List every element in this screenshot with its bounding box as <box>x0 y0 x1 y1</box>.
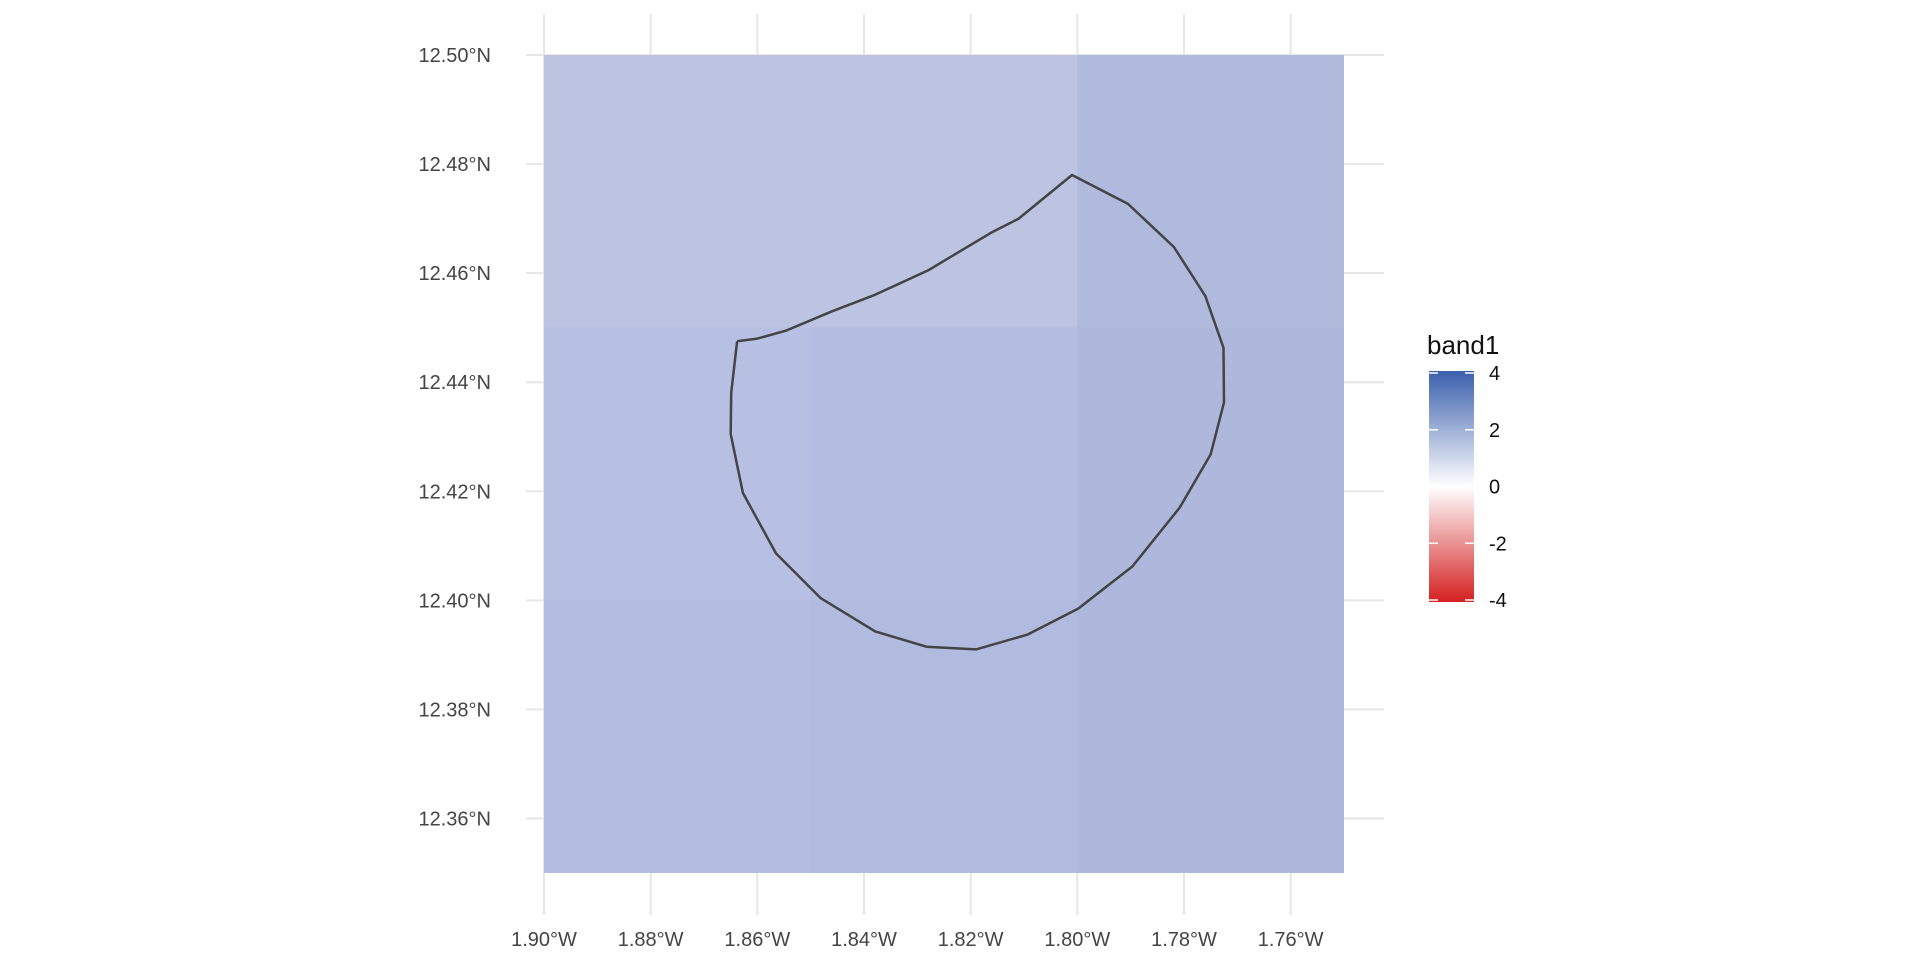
y-tick-label-5: 12.40°N <box>419 590 492 612</box>
study-area-boundary <box>729 173 1226 651</box>
y-tick-label-2: 12.46°N <box>419 263 492 285</box>
x-tick-label-1: 1.88°W <box>618 929 684 951</box>
raster-cell-3 <box>544 327 811 601</box>
y-tick-label-0: 12.50°N <box>419 45 492 67</box>
y-tick-label-1: 12.48°N <box>419 154 492 176</box>
raster-cell-2 <box>1077 55 1344 328</box>
x-tick-label-7: 1.76°W <box>1258 929 1324 951</box>
legend-label-4: -4 <box>1489 590 1507 612</box>
raster-cell-0 <box>544 55 811 328</box>
y-axis-labels: 12.50°N 12.48°N 12.46°N 12.44°N 12.42°N 12.40… <box>419 45 492 830</box>
raster-cell-6 <box>544 600 811 873</box>
legend-label-0: 4 <box>1489 363 1500 385</box>
legend-label-3: -2 <box>1489 533 1507 555</box>
boundary-layer <box>729 173 1226 651</box>
legend: band1 4 2 0 -2 -4 <box>1427 330 1507 612</box>
raster-cell-4 <box>810 327 1078 601</box>
raster-layer <box>544 55 1344 873</box>
raster-cell-7 <box>810 600 1078 873</box>
x-tick-label-3: 1.84°W <box>831 929 897 951</box>
x-tick-label-5: 1.80°W <box>1044 929 1110 951</box>
y-tick-label-6: 12.38°N <box>419 699 492 721</box>
x-tick-label-6: 1.78°W <box>1151 929 1217 951</box>
legend-title: band1 <box>1427 330 1499 360</box>
legend-ticks: 4 2 0 -2 -4 <box>1429 363 1507 612</box>
y-tick-label-3: 12.44°N <box>419 372 492 394</box>
x-tick-label-0: 1.90°W <box>511 929 577 951</box>
legend-label-2: 0 <box>1489 477 1500 499</box>
x-tick-label-4: 1.82°W <box>938 929 1004 951</box>
raster-cell-8 <box>1077 600 1344 873</box>
x-tick-label-2: 1.86°W <box>724 929 790 951</box>
x-axis-labels: 1.90°W 1.88°W 1.86°W 1.84°W 1.82°W 1.80°W 1.78… <box>511 929 1324 951</box>
raster-cell-1 <box>810 55 1078 328</box>
raster-cell-5 <box>1077 327 1344 601</box>
y-tick-label-4: 12.42°N <box>419 481 492 503</box>
legend-label-1: 2 <box>1489 420 1500 442</box>
y-tick-label-7: 12.36°N <box>419 808 492 830</box>
